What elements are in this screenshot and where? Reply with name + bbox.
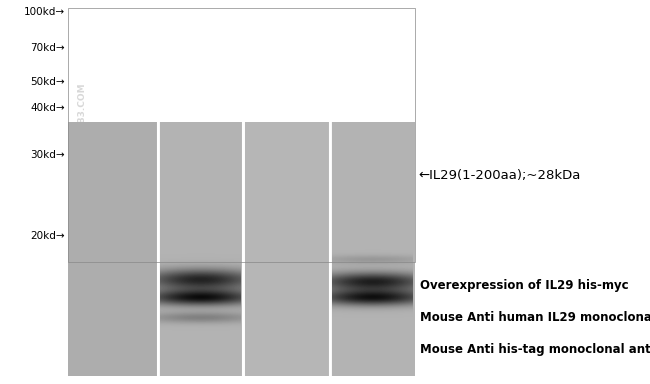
Text: +: + (194, 278, 206, 292)
Text: Mouse Anti his-tag monoclonal antibody: Mouse Anti his-tag monoclonal antibody (420, 344, 650, 356)
Text: +: + (366, 278, 378, 292)
Text: +: + (194, 311, 206, 325)
Text: 100kd→: 100kd→ (24, 7, 65, 17)
Text: -: - (107, 343, 112, 357)
Text: -: - (198, 343, 202, 357)
Text: ←IL29(1-200aa);~28kDa: ←IL29(1-200aa);~28kDa (418, 169, 580, 182)
Text: Mouse Anti human IL29 monoclonal antibody: Mouse Anti human IL29 monoclonal antibod… (420, 311, 650, 324)
Text: 40kd→: 40kd→ (31, 103, 65, 113)
Text: -: - (107, 278, 112, 292)
Text: 30kd→: 30kd→ (31, 150, 65, 160)
Text: -: - (370, 311, 374, 325)
Text: 70kd→: 70kd→ (31, 43, 65, 53)
Text: +: + (281, 343, 292, 357)
Bar (68, 8, 415, 262)
Text: +: + (366, 343, 378, 357)
Text: 20kd→: 20kd→ (31, 231, 65, 241)
Text: +: + (104, 311, 116, 325)
Text: WWW.PTBLAB3.COM: WWW.PTBLAB3.COM (78, 83, 87, 187)
Text: -: - (285, 311, 289, 325)
Text: 50kd→: 50kd→ (31, 77, 65, 87)
Text: Overexpression of IL29 his-myc: Overexpression of IL29 his-myc (420, 278, 629, 291)
Text: -: - (285, 278, 289, 292)
